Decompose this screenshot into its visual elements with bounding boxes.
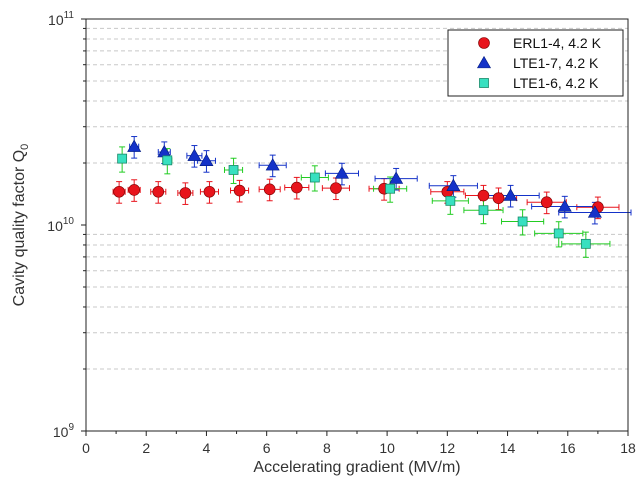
data-point-circle [330,182,342,194]
x-tick-label: 16 [560,440,576,456]
y-tick-base: 10 [47,218,63,234]
legend-label: LTE1-7, 4.2 K [513,55,599,71]
data-point-circle [263,183,276,196]
legend-items: ERL1-4, 4.2 K LTE1-7, 4.2 K LTE1-6, 4.2 K [476,35,602,91]
legend-label: ERL1-4, 4.2 K [513,35,602,51]
data-point-triangle [557,199,572,212]
data-point-square [478,205,489,216]
legend-label: LTE1-6, 4.2 K [513,75,599,91]
legend-marker-triangle [476,55,492,69]
legend: ERL1-4, 4.2 K LTE1-7, 4.2 K LTE1-6, 4.2 K [447,29,624,97]
y-tick-label: 109 [53,422,75,440]
data-point-circle [540,196,553,209]
data-point-square [580,238,591,249]
data-point-square [553,228,564,239]
legend-item: ERL1-4, 4.2 K [478,35,602,51]
data-point-triangle [389,171,404,184]
y-axis-label: Cavity quality factor Q0 [11,144,31,307]
x-tick-label: 6 [263,440,271,456]
x-tick-labels: 0 2 4 6 8 10 12 14 16 18 [82,440,636,456]
legend-marker-circle [478,37,490,49]
data-markers [113,139,604,249]
y-tick-label: 1011 [48,10,74,28]
data-point-square [228,165,239,175]
data-point-square [162,155,173,166]
x-tick-label: 2 [142,440,150,456]
legend-item: LTE1-6, 4.2 K [479,75,599,91]
data-point-square [309,172,320,183]
data-point-triangle [199,153,214,166]
data-point-square [445,195,456,206]
data-point-circle [152,185,165,198]
data-point-triangle [127,139,142,152]
data-point-square [517,216,528,227]
x-tick-label: 0 [82,440,90,456]
y-tick-exponent: 9 [68,422,74,433]
y-tick-exponent: 11 [64,10,75,21]
data-point-triangle [446,178,461,191]
data-point-circle [128,184,140,196]
legend-item: LTE1-7, 4.2 K [476,55,599,71]
legend-box [447,29,624,97]
x-axis-label: Accelerating gradient (MV/m) [253,459,460,476]
data-point-circle [233,184,246,197]
x-tick-label: 12 [440,440,456,456]
data-point-triangle [503,188,518,201]
y-tick-label: 1010 [47,216,74,234]
data-point-square [385,183,396,194]
y-tick-exponent: 10 [63,216,75,227]
y-axis-label-subscript: 0 [19,144,31,150]
data-point-triangle [334,166,349,179]
data-point-square [117,153,128,164]
data-point-circle [113,185,125,198]
legend-marker-square [479,78,489,88]
data-point-circle [492,192,505,204]
y-tick-base: 10 [53,424,69,440]
x-tick-label: 14 [500,440,516,456]
data-point-circle [290,181,303,194]
data-point-circle [203,185,216,198]
data-point-circle [179,187,192,199]
axis-ticks [81,18,629,436]
data-point-triangle [157,144,172,158]
x-tick-label: 18 [620,440,636,456]
data-point-triangle [265,158,280,171]
y-tick-base: 10 [48,12,64,28]
x-tick-label: 4 [203,440,211,456]
y-axis-label-main: Cavity quality factor Q [11,150,28,307]
x-tick-label: 10 [379,440,395,456]
data-point-triangle [187,148,202,161]
data-point-circle [477,189,490,202]
x-tick-label: 8 [323,440,331,456]
data-point-triangle [587,205,602,218]
error-bars [112,136,632,258]
